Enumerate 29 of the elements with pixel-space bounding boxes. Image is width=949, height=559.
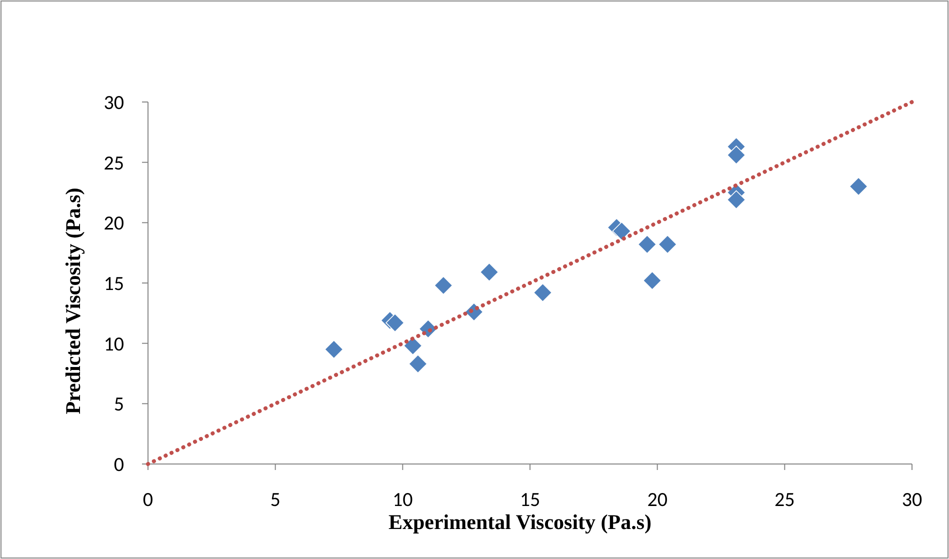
point (533, 283, 552, 302)
y-tick-label: 15 (104, 272, 124, 296)
x-tick-label: 10 (392, 488, 413, 512)
y-tick-label: 5 (114, 392, 124, 417)
point (726, 146, 746, 164)
point (638, 234, 657, 254)
point (849, 177, 868, 196)
point (612, 222, 632, 241)
x-tick-label: 25 (774, 488, 795, 512)
y-tick-label: 10 (104, 332, 124, 356)
point (408, 354, 428, 374)
x-tick-label: 5 (270, 488, 280, 512)
y-tick-label: 20 (104, 212, 124, 236)
point (480, 262, 499, 282)
y-axis-title: Predicted Viscosity (Pa.s) (61, 188, 85, 414)
x-axis-title: Experimental Viscosity (Pa.s) (388, 510, 652, 534)
x-tick-label: 15 (520, 488, 540, 512)
point (434, 276, 453, 295)
point (658, 234, 677, 254)
point (324, 340, 344, 359)
point (642, 271, 662, 290)
y-tick-label: 0 (114, 453, 124, 477)
y-tick-label: 30 (104, 91, 124, 115)
x-tick-label: 0 (142, 488, 154, 512)
point (386, 313, 404, 332)
y-tick-label: 25 (104, 151, 124, 176)
x-tick-label: 30 (902, 488, 922, 512)
point (726, 190, 746, 210)
x-tick-label: 20 (647, 488, 668, 512)
